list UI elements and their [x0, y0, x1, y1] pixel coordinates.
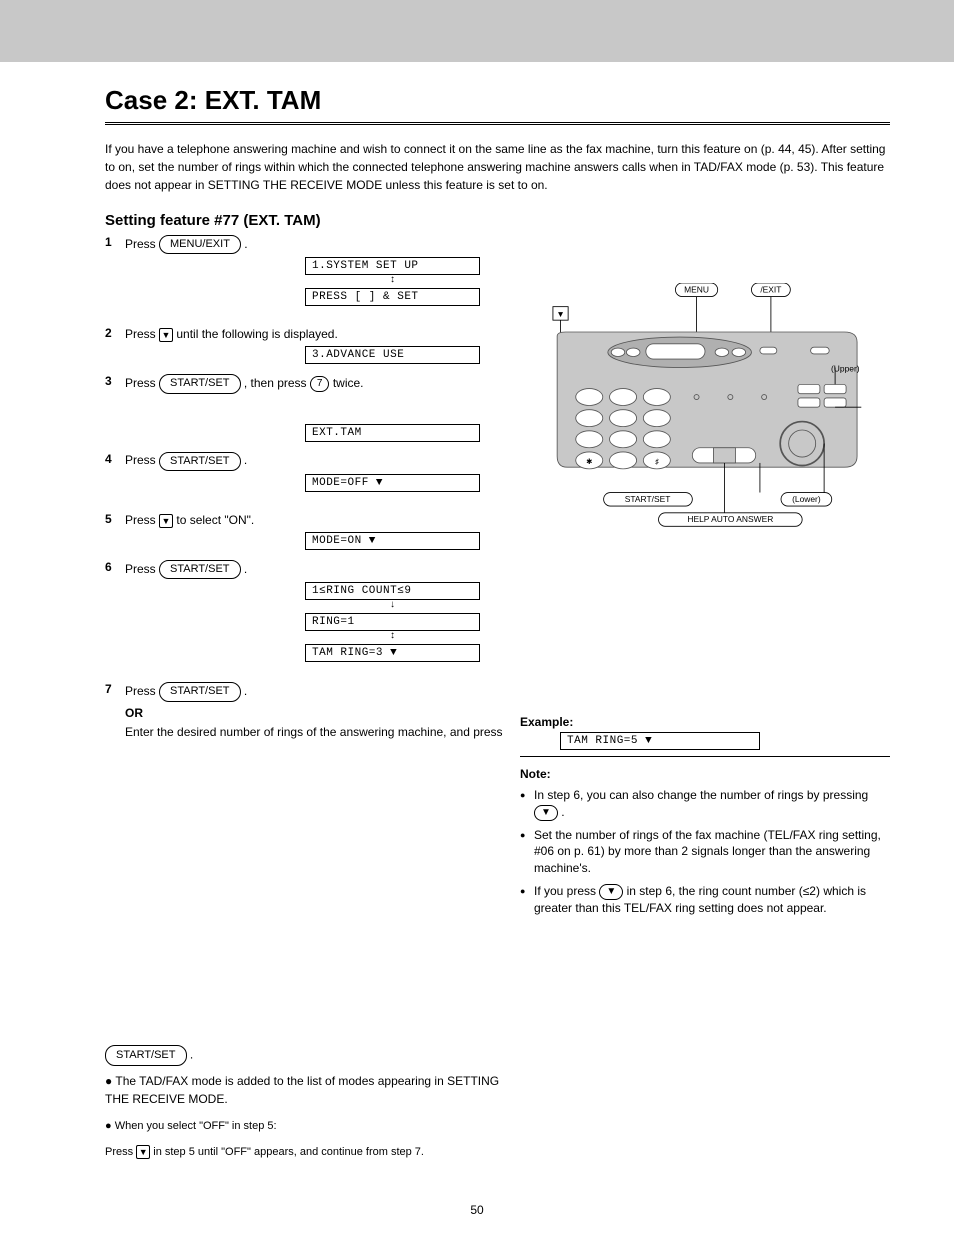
- step-num: 3: [105, 374, 125, 388]
- step-text: Press START/SET .: [125, 684, 247, 698]
- start-set-pill: START/SET: [105, 1045, 187, 1066]
- lcd-display: TAM RING=5 ▼: [560, 732, 760, 750]
- note-item: Set the number of rings of the fax machi…: [520, 827, 890, 877]
- down-arrow-pill: ▼: [534, 805, 558, 821]
- start-set-pill: START/SET: [159, 452, 241, 471]
- menu-button-pill: MENU/EXIT: [159, 235, 241, 254]
- step-text: Press ▼ until the following is displayed…: [125, 327, 338, 341]
- seven-key-pill: 7: [310, 376, 330, 392]
- step-text: Press START/SET .: [125, 453, 247, 467]
- lcd-arrow-icon: ↕: [305, 631, 480, 641]
- lcd-arrow-icon: ↓: [305, 600, 480, 610]
- down-arrow-icon: ▼: [136, 1145, 150, 1159]
- start-set-pill: START/SET: [159, 682, 241, 701]
- down-arrow-icon: ▼: [159, 514, 173, 528]
- lcd-display: PRESS [ ] & SET: [305, 288, 480, 306]
- svg-text:START/SET: START/SET: [625, 494, 671, 504]
- step-text: Press MENU/EXIT .: [125, 237, 248, 251]
- lcd-display: RING=1: [305, 613, 480, 631]
- note-heading: Note:: [520, 767, 890, 781]
- step-num: 2: [105, 326, 125, 340]
- svg-text:/EXIT: /EXIT: [760, 284, 781, 294]
- notes-section: Example: TAM RING=5 ▼ Note: In step 6, y…: [520, 715, 890, 923]
- step-num: 1: [105, 235, 125, 249]
- lcd-display: MODE=OFF ▼: [305, 474, 480, 492]
- start-set-pill: START/SET: [159, 374, 241, 393]
- footer-sub: ● When you select "OFF" in step 5:: [105, 1118, 505, 1135]
- lcd-display: 1≤RING COUNT≤9: [305, 582, 480, 600]
- footer-sub2: Press ▼ in step 5 until "OFF" appears, a…: [105, 1144, 505, 1161]
- down-arrow-icon: ▼: [159, 328, 173, 342]
- lcd-display: 1.SYSTEM SET UP: [305, 257, 480, 275]
- lcd-display: EXT.TAM: [305, 424, 480, 442]
- title-rule: [105, 122, 890, 126]
- step-text: Press ▼ to select "ON".: [125, 513, 254, 527]
- step-num: 7: [105, 682, 125, 696]
- svg-text:✱: ✱: [586, 457, 593, 466]
- svg-text:(Upper): (Upper): [831, 364, 860, 374]
- down-arrow-pill: ▼: [599, 884, 623, 900]
- step-text: Press START/SET , then press 7 twice.: [125, 376, 364, 390]
- divider: [520, 756, 890, 757]
- lcd-display: 3.ADVANCE USE: [305, 346, 480, 364]
- intro-text: If you have a telephone answering machin…: [105, 140, 890, 194]
- start-set-pill: START/SET: [159, 560, 241, 579]
- svg-text:HELP AUTO ANSWER: HELP AUTO ANSWER: [687, 514, 773, 524]
- lcd-display: MODE=ON ▼: [305, 532, 480, 550]
- header-bar: [0, 0, 954, 62]
- svg-text:▼: ▼: [556, 309, 564, 319]
- example-label: Example:: [520, 715, 890, 729]
- page-number: 50: [470, 1203, 483, 1217]
- lcd-display: TAM RING=3 ▼: [305, 644, 480, 662]
- step-num: 6: [105, 560, 125, 574]
- svg-text:(Lower): (Lower): [792, 494, 821, 504]
- control-panel-diagram: MENU /EXIT ▼: [520, 283, 890, 528]
- step-num: 4: [105, 452, 125, 466]
- note-item: If you press ▼ in step 6, the ring count…: [520, 883, 890, 917]
- feature-title: Setting feature #77 (EXT. TAM): [105, 212, 890, 229]
- step-text: Press START/SET .: [125, 562, 247, 576]
- step-num: 5: [105, 512, 125, 526]
- page-title: Case 2: EXT. TAM: [105, 85, 890, 116]
- step-7: 7 Press START/SET .: [105, 682, 890, 701]
- footer-notes: START/SET . ● The TAD/FAX mode is added …: [105, 1045, 505, 1161]
- menu-label: MENU: [684, 284, 709, 294]
- note-item: In step 6, you can also change the numbe…: [520, 787, 890, 821]
- lcd-arrow-icon: ↕: [305, 275, 480, 285]
- step-6: 6 Press START/SET . 1≤RING COUNT≤9 ↓ RIN…: [105, 560, 890, 662]
- step-text: Enter the desired number of rings of the…: [125, 725, 503, 739]
- svg-text:♯: ♯: [655, 457, 659, 466]
